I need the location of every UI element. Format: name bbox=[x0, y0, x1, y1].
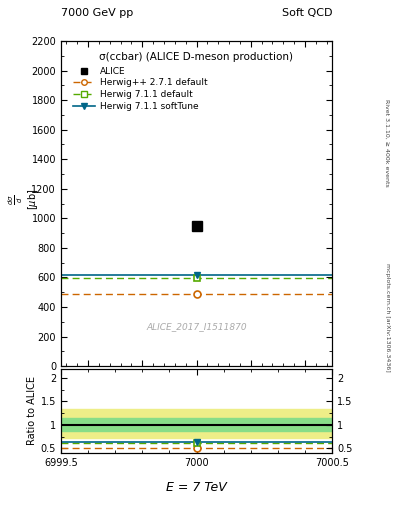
Text: $\frac{d\sigma}{d}$: $\frac{d\sigma}{d}$ bbox=[7, 194, 25, 205]
Y-axis label: Ratio to ALICE: Ratio to ALICE bbox=[26, 376, 37, 445]
Text: ALICE_2017_I1511870: ALICE_2017_I1511870 bbox=[146, 323, 247, 332]
Text: 7000 GeV pp: 7000 GeV pp bbox=[61, 8, 133, 18]
Text: Rivet 3.1.10, ≥ 400k events: Rivet 3.1.10, ≥ 400k events bbox=[385, 99, 389, 187]
Text: [$\mu$b]: [$\mu$b] bbox=[26, 189, 40, 210]
Legend: ALICE, Herwig++ 2.7.1 default, Herwig 7.1.1 default, Herwig 7.1.1 softTune: ALICE, Herwig++ 2.7.1 default, Herwig 7.… bbox=[71, 65, 209, 113]
Text: E = 7 TeV: E = 7 TeV bbox=[166, 481, 227, 494]
Text: σ(ccbar) (ALICE D-meson production): σ(ccbar) (ALICE D-meson production) bbox=[99, 52, 294, 62]
Bar bbox=[61, 418, 332, 431]
Bar bbox=[61, 409, 332, 438]
Text: mcplots.cern.ch [arXiv:1306.3436]: mcplots.cern.ch [arXiv:1306.3436] bbox=[385, 263, 389, 372]
Text: Soft QCD: Soft QCD bbox=[282, 8, 332, 18]
